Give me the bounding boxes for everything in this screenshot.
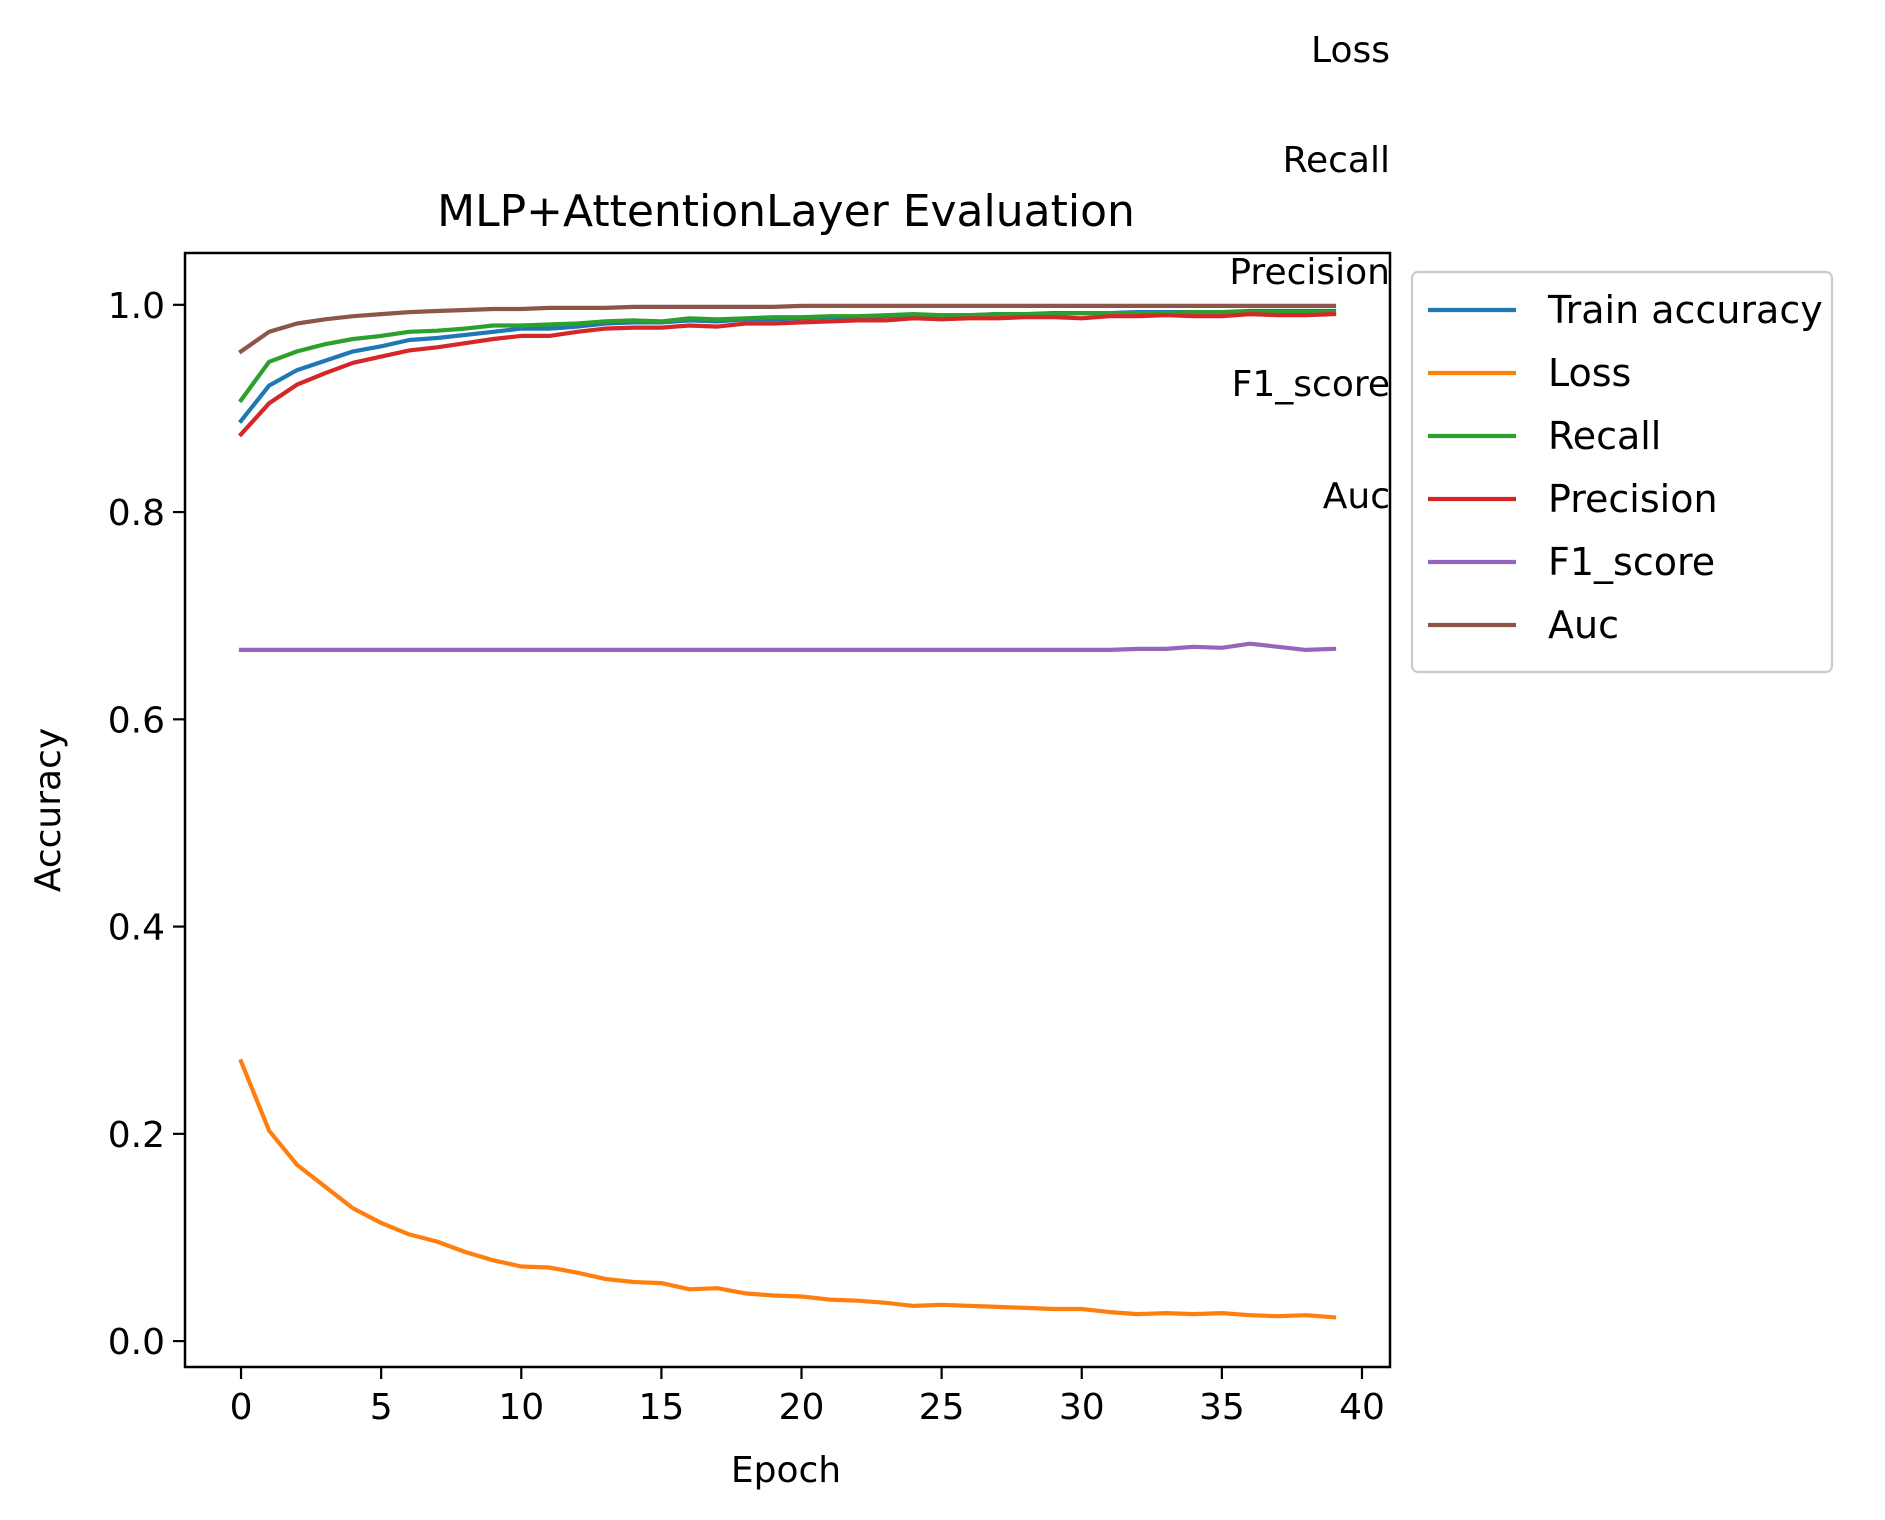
x-tick-label: 0 (230, 1387, 253, 1428)
legend-entry-label: Train accuracy (1547, 288, 1823, 332)
legend-entry-label: Auc (1548, 603, 1619, 647)
floating-label: Precision (1229, 252, 1390, 293)
legend-entry-label: Loss (1548, 351, 1631, 395)
x-tick-label: 40 (1339, 1387, 1385, 1428)
x-tick-label: 25 (919, 1387, 965, 1428)
legend-box (1410, 270, 1834, 674)
x-tick-label: 30 (1059, 1387, 1105, 1428)
floating-labels: Loss Recall Precision F1_score Auc (1229, 30, 1390, 517)
series-line-auc (238, 303, 1337, 355)
y-tick-label: 1.0 (108, 286, 165, 327)
x-tick-label: 15 (638, 1387, 684, 1428)
x-axis-label: Epoch (731, 1450, 841, 1491)
x-tick-label: 5 (370, 1387, 393, 1428)
series-line-train-accuracy (238, 308, 1337, 424)
y-tick-label: 0.2 (108, 1115, 165, 1156)
y-tick-label: 0.6 (108, 700, 165, 741)
y-axis-label: Accuracy (28, 728, 69, 892)
legend-entry-label: Recall (1548, 414, 1661, 458)
y-tick-label: 0.8 (108, 493, 165, 534)
floating-label: Recall (1283, 140, 1390, 181)
y-tick-label: 0.0 (108, 1322, 165, 1363)
legend-entry-label: Precision (1548, 477, 1718, 521)
plot-frame (183, 251, 1392, 1369)
series-line-f1-score (238, 641, 1337, 653)
legend: Train accuracy Loss Recall Precision F1_scor… (1410, 270, 1834, 674)
series-line-precision (238, 311, 1337, 438)
x-axis: 0 5 10 15 20 25 30 35 40 (230, 1367, 1385, 1428)
legend-entry-label: F1_score (1548, 540, 1715, 584)
x-tick-label: 10 (498, 1387, 544, 1428)
floating-label: Loss (1311, 30, 1390, 71)
floating-label: Auc (1323, 476, 1390, 517)
x-tick-label: 20 (779, 1387, 825, 1428)
plot-lines (238, 303, 1337, 1320)
floating-label: F1_score (1232, 364, 1390, 405)
y-axis: 0.0 0.2 0.4 0.6 0.8 1.0 (108, 286, 185, 1363)
y-tick-label: 0.4 (108, 908, 165, 949)
series-line-recall (238, 310, 1337, 404)
chart-title: MLP+AttentionLayer Evaluation (437, 186, 1135, 237)
series-line-loss (238, 1058, 1337, 1320)
x-tick-label: 35 (1199, 1387, 1245, 1428)
